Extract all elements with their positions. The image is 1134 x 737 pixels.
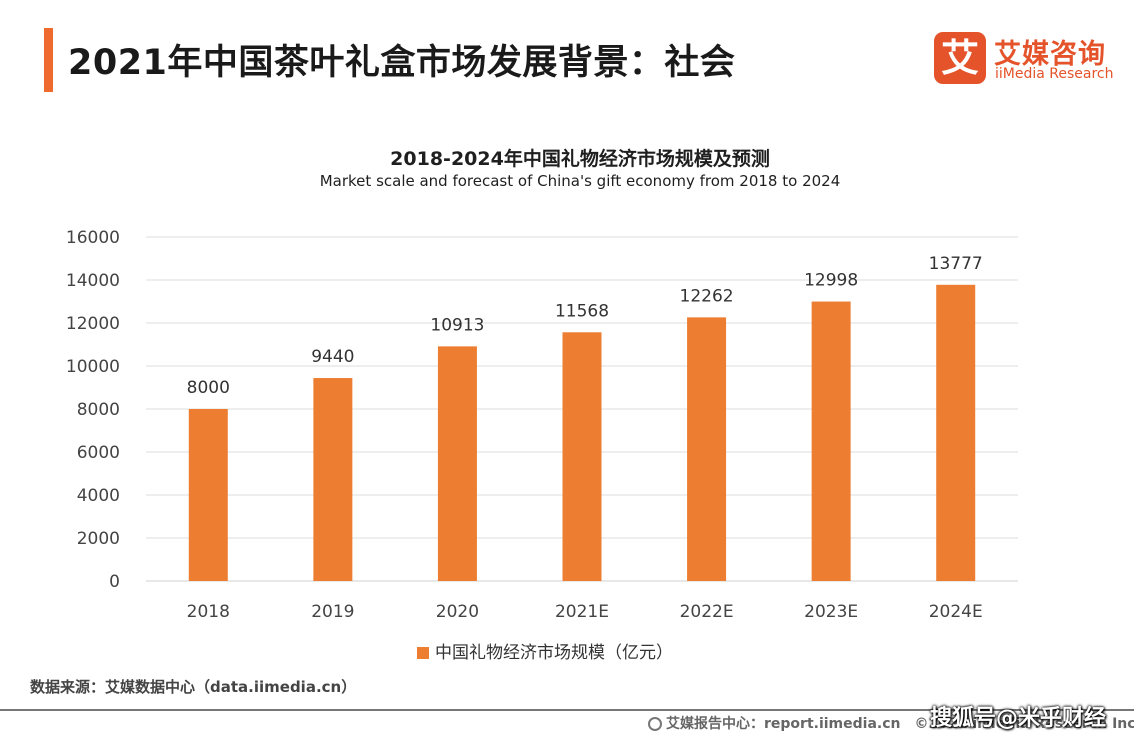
y-tick-label: 8000 bbox=[77, 400, 120, 420]
logo-name-en: iiMedia Research bbox=[995, 66, 1114, 82]
footer: 艾媒报告中心：report.iimedia.cn ©2021 iiMedia R… bbox=[648, 713, 1134, 733]
page-title: 2021年中国茶叶礼盒市场发展背景：社会 bbox=[68, 43, 736, 83]
x-tick-label: 2019 bbox=[311, 602, 354, 622]
bar bbox=[687, 317, 727, 581]
bar bbox=[437, 346, 477, 581]
data-label: 9440 bbox=[311, 347, 354, 367]
data-label: 13777 bbox=[929, 254, 983, 274]
chart-subtitle: Market scale and forecast of China's gif… bbox=[319, 172, 841, 190]
data-label: 8000 bbox=[187, 378, 230, 398]
y-tick-label: 12000 bbox=[66, 314, 120, 334]
data-source: 数据来源：艾媒数据中心（data.iimedia.cn） bbox=[30, 678, 357, 696]
logo-mark-icon: 艾 bbox=[934, 32, 986, 84]
legend-label: 中国礼物经济市场规模（亿元） bbox=[435, 643, 673, 663]
x-tick-label: 2022E bbox=[680, 602, 734, 622]
footer-text: 艾媒报告中心：report.iimedia.cn ©2021 iiMedia R… bbox=[666, 716, 1134, 732]
data-label: 12262 bbox=[680, 286, 734, 306]
x-tick-label: 2018 bbox=[187, 602, 230, 622]
y-tick-label: 14000 bbox=[66, 271, 120, 291]
globe-icon bbox=[648, 717, 662, 731]
watermark: 搜狐号@米乎财经 bbox=[930, 706, 1107, 731]
data-label: 11568 bbox=[555, 301, 609, 321]
x-tick-label: 2020 bbox=[436, 602, 479, 622]
y-tick-label: 4000 bbox=[77, 486, 120, 506]
bar bbox=[188, 409, 228, 581]
brand-logo: 艾 艾媒咨询 iiMedia Research bbox=[934, 32, 1124, 88]
y-tick-label: 16000 bbox=[66, 228, 120, 248]
bar bbox=[562, 332, 602, 581]
x-tick-label: 2023E bbox=[804, 602, 858, 622]
y-tick-label: 0 bbox=[109, 572, 120, 592]
y-tick-label: 10000 bbox=[66, 357, 120, 377]
chart-legend: 中国礼物经济市场规模（亿元） bbox=[0, 638, 1090, 663]
x-tick-label: 2024E bbox=[929, 602, 983, 622]
y-tick-label: 6000 bbox=[77, 443, 120, 463]
bar bbox=[811, 301, 851, 581]
logo-name-cn: 艾媒咨询 bbox=[994, 39, 1106, 70]
bar bbox=[936, 284, 976, 581]
x-tick-label: 2021E bbox=[555, 602, 609, 622]
bar bbox=[313, 378, 353, 581]
title-accent-bar bbox=[44, 28, 53, 92]
footer-divider bbox=[0, 709, 1134, 711]
chart-title: 2018-2024年中国礼物经济市场规模及预测 bbox=[390, 148, 770, 170]
data-label: 10913 bbox=[430, 315, 484, 335]
data-label: 12998 bbox=[804, 271, 858, 291]
legend-swatch bbox=[417, 647, 429, 659]
y-tick-label: 2000 bbox=[77, 529, 120, 549]
